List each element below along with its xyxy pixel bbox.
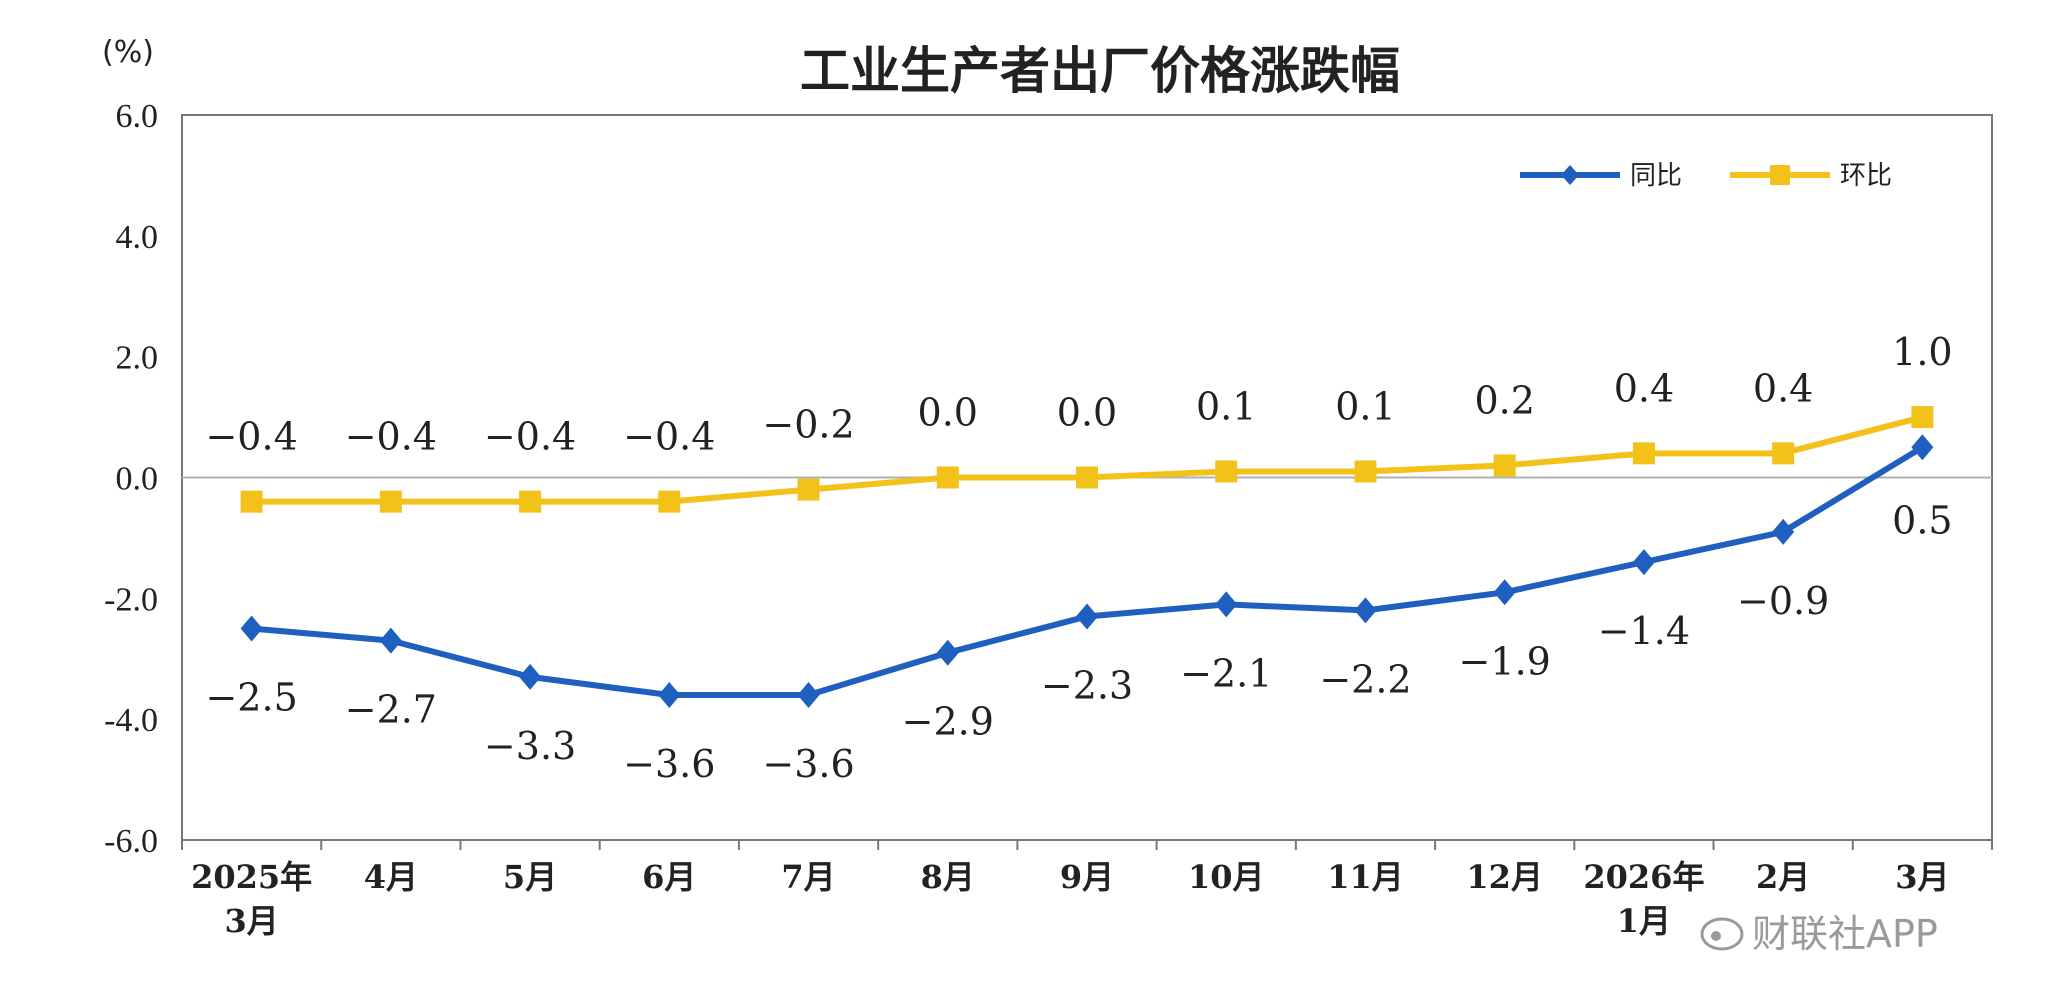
data-label-mom: −0.4 bbox=[484, 415, 576, 459]
data-point-yoy bbox=[1632, 549, 1655, 576]
legend-marker-mom bbox=[1770, 165, 1790, 185]
data-label-mom: −0.4 bbox=[623, 415, 715, 459]
data-label-yoy: −3.6 bbox=[623, 742, 715, 786]
data-label-yoy: −2.9 bbox=[902, 700, 994, 744]
weibo-logo-eye-icon bbox=[1711, 931, 1721, 941]
legend: 同比 环比 bbox=[1520, 161, 1892, 191]
data-labels-group: −2.5 −2.7 −3.3 −3.6 −3.6 −2.9 −2.3 −2.1 −2.2 −1.9… bbox=[205, 330, 1952, 786]
data-label-mom: 0.0 bbox=[1057, 391, 1117, 435]
x-tick-label: 1月 bbox=[1617, 902, 1671, 940]
data-label-yoy: −1.4 bbox=[1598, 609, 1690, 653]
x-tick-label: 2025年 bbox=[191, 858, 312, 896]
data-point-yoy bbox=[1772, 518, 1795, 545]
x-tick-label: 9月 bbox=[1060, 858, 1114, 896]
data-point-yoy bbox=[1911, 434, 1934, 461]
data-point-mom bbox=[1354, 460, 1377, 483]
data-point-mom bbox=[1632, 442, 1655, 465]
data-label-mom: 0.2 bbox=[1474, 378, 1534, 422]
x-tick-label: 10月 bbox=[1188, 858, 1265, 896]
data-point-mom bbox=[240, 490, 263, 513]
y-axis-unit-label: (%) bbox=[102, 35, 154, 70]
data-label-yoy: −0.9 bbox=[1737, 579, 1829, 623]
x-axis: 2025年 3月 4月 5月 6月 7月 8月 9月 10月 11月 12月 2026年 1月 2月 3月 bbox=[181, 840, 1993, 940]
data-label-mom: −0.2 bbox=[762, 403, 854, 447]
data-point-yoy bbox=[1493, 579, 1516, 606]
data-label-yoy: −3.6 bbox=[762, 742, 854, 786]
data-point-yoy bbox=[1215, 591, 1238, 618]
y-axis: 6.0 4.0 2.0 0.0 -2.0 -4.0 -6.0 bbox=[104, 98, 158, 860]
x-tick-label: 2月 bbox=[1756, 858, 1810, 896]
x-tick-label: 4月 bbox=[364, 858, 418, 896]
x-tick-label: 7月 bbox=[781, 858, 835, 896]
x-tick-label: 5月 bbox=[503, 858, 557, 896]
data-point-mom bbox=[658, 490, 681, 513]
data-point-mom bbox=[1076, 466, 1098, 489]
data-label-mom: −0.4 bbox=[345, 415, 437, 459]
data-point-mom bbox=[936, 466, 959, 489]
y-tick-label: 6.0 bbox=[116, 98, 159, 135]
data-point-mom bbox=[1772, 442, 1795, 465]
data-point-mom bbox=[1215, 460, 1238, 483]
data-point-yoy bbox=[379, 627, 402, 654]
data-point-yoy bbox=[1354, 597, 1377, 624]
data-point-yoy bbox=[240, 615, 263, 642]
data-label-yoy: −2.7 bbox=[345, 688, 437, 732]
data-point-mom bbox=[1493, 454, 1516, 477]
y-tick-label: 4.0 bbox=[116, 219, 159, 256]
series-group bbox=[240, 406, 1934, 708]
data-point-mom bbox=[379, 490, 402, 513]
data-point-yoy bbox=[1076, 603, 1098, 630]
y-tick-label: 0.0 bbox=[116, 461, 159, 498]
x-tick-label: 12月 bbox=[1466, 858, 1543, 896]
data-label-yoy: 0.5 bbox=[1892, 498, 1952, 542]
x-tick-label: 8月 bbox=[921, 858, 975, 896]
y-tick-label: -4.0 bbox=[104, 702, 158, 739]
legend-marker-yoy bbox=[1561, 165, 1579, 185]
y-tick-label: -6.0 bbox=[104, 823, 158, 860]
watermark-text: 财联社APP bbox=[1752, 912, 1938, 956]
y-tick-label: 2.0 bbox=[116, 340, 159, 377]
x-tick-label: 3月 bbox=[224, 902, 278, 940]
x-tick-label: 6月 bbox=[642, 858, 696, 896]
data-point-yoy bbox=[936, 639, 959, 666]
data-label-mom: 0.4 bbox=[1753, 366, 1813, 410]
data-point-yoy bbox=[519, 663, 542, 690]
data-point-yoy bbox=[658, 682, 681, 708]
y-tick-label: -2.0 bbox=[104, 581, 158, 618]
data-label-yoy: −2.1 bbox=[1180, 651, 1272, 695]
legend-label-yoy: 同比 bbox=[1630, 161, 1682, 191]
data-label-mom: 1.0 bbox=[1892, 330, 1952, 374]
data-point-mom bbox=[797, 478, 820, 501]
x-tick-label: 3月 bbox=[1895, 858, 1949, 896]
data-label-yoy: −2.3 bbox=[1041, 663, 1133, 707]
data-label-mom: 0.1 bbox=[1335, 384, 1395, 428]
data-label-yoy: −2.2 bbox=[1319, 657, 1411, 701]
x-tick-label: 11月 bbox=[1327, 858, 1404, 896]
legend-label-mom: 环比 bbox=[1840, 161, 1892, 191]
weibo-logo-icon bbox=[1700, 917, 1744, 951]
data-label-yoy: −3.3 bbox=[484, 724, 576, 768]
chart-title: 工业生产者出厂价格涨跌幅 bbox=[800, 42, 1400, 100]
data-label-yoy: −1.9 bbox=[1459, 639, 1551, 683]
data-point-yoy bbox=[797, 682, 820, 708]
data-label-mom: 0.1 bbox=[1196, 384, 1256, 428]
data-point-mom bbox=[519, 490, 542, 513]
data-label-mom: 0.4 bbox=[1614, 366, 1674, 410]
data-point-mom bbox=[1911, 406, 1934, 429]
data-label-mom: −0.4 bbox=[205, 415, 297, 459]
data-label-yoy: −2.5 bbox=[205, 676, 297, 720]
x-tick-label: 2026年 bbox=[1583, 858, 1704, 896]
watermark: 财联社APP bbox=[1700, 912, 1938, 956]
data-label-mom: 0.0 bbox=[918, 391, 978, 435]
